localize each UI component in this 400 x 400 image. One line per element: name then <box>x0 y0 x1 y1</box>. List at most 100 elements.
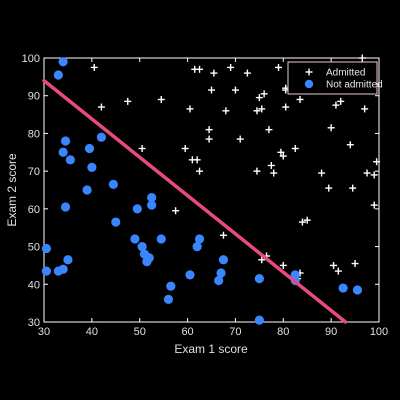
not-admitted-point <box>214 275 224 286</box>
x-tick-label: 70 <box>229 326 241 338</box>
decision-boundary-line <box>42 78 348 324</box>
not-admitted-point <box>137 241 147 252</box>
not-admitted-point <box>58 57 68 67</box>
not-admitted-point <box>84 143 95 154</box>
admitted-point <box>330 261 338 269</box>
not-admitted-point <box>132 204 142 214</box>
plot-area-frame <box>43 57 380 323</box>
admitted-point <box>253 167 261 175</box>
admitted-point <box>318 169 326 177</box>
admitted-point <box>186 105 194 113</box>
admitted-point <box>196 167 204 175</box>
admitted-point <box>373 158 381 166</box>
x-axis-label: Exam 1 score <box>174 342 248 356</box>
admitted-point <box>358 54 366 62</box>
not-admitted-point <box>185 270 195 280</box>
admitted-point <box>279 261 287 269</box>
admitted-point <box>124 97 132 105</box>
admitted-point <box>138 145 146 153</box>
not-admitted-point <box>53 70 63 80</box>
admitted-point <box>193 156 201 164</box>
admitted-point <box>219 231 227 239</box>
admitted-point <box>196 65 204 73</box>
admitted-point <box>275 63 282 71</box>
x-tick-label: 30 <box>38 326 50 338</box>
not-admitted-point <box>60 202 71 212</box>
admitted-point <box>222 107 230 115</box>
series-admitted <box>90 54 381 283</box>
not-admitted-point <box>60 136 71 146</box>
admitted-point <box>90 63 98 71</box>
y-axis-label: Exam 2 score <box>5 153 19 227</box>
not-admitted-point <box>144 253 154 263</box>
admitted-point <box>236 135 244 143</box>
admitted-point <box>279 152 287 160</box>
x-tick-label: 50 <box>134 326 146 338</box>
admitted-point <box>349 184 357 192</box>
not-admitted-point <box>147 192 157 203</box>
admitted-point <box>205 135 213 143</box>
legend-marker-not-admitted <box>304 79 314 89</box>
not-admitted-point <box>338 283 348 293</box>
admitted-point <box>253 107 261 115</box>
admitted-point <box>97 103 105 111</box>
admitted-point <box>258 256 266 264</box>
not-admitted-point <box>254 274 264 284</box>
admitted-point <box>291 145 299 153</box>
admitted-point <box>227 63 235 71</box>
y-axis-ticks: 30 40 50 60 70 80 90 100 <box>22 53 379 329</box>
admitted-point <box>332 101 340 109</box>
x-tick-label: 80 <box>277 326 289 338</box>
admitted-point <box>255 94 263 102</box>
not-admitted-point <box>63 255 73 265</box>
not-admitted-point <box>65 155 75 165</box>
admitted-point <box>267 161 275 169</box>
admitted-point <box>270 169 278 177</box>
y-tick-label: 100 <box>22 53 40 65</box>
admitted-point <box>370 171 378 179</box>
admitted-point <box>243 69 251 77</box>
not-admitted-point <box>41 266 51 276</box>
not-admitted-point <box>216 268 226 278</box>
not-admitted-point <box>218 255 229 265</box>
admitted-point <box>265 126 273 134</box>
not-admitted-point <box>192 241 202 252</box>
not-admitted-point <box>352 285 363 295</box>
admitted-point <box>346 141 354 149</box>
y-tick-label: 70 <box>28 166 40 178</box>
x-tick-label: 40 <box>86 326 98 338</box>
y-tick-label: 60 <box>28 204 40 216</box>
not-admitted-point <box>166 281 176 291</box>
not-admitted-point <box>58 147 68 157</box>
not-admitted-point <box>147 200 157 210</box>
admitted-point <box>208 86 215 94</box>
not-admitted-point <box>163 294 174 304</box>
legend-box <box>287 61 378 95</box>
not-admitted-point <box>156 234 166 244</box>
legend: Admitted Not admitted <box>287 61 383 95</box>
admitted-point <box>210 69 218 77</box>
admitted-point <box>370 201 378 209</box>
admitted-point <box>298 218 306 226</box>
admitted-point <box>282 103 290 111</box>
admitted-point <box>260 90 268 98</box>
legend-label-not-admitted: Not admitted <box>326 80 383 91</box>
not-admitted-point <box>130 234 140 244</box>
admitted-point <box>334 267 342 275</box>
not-admitted-point <box>96 132 107 142</box>
not-admitted-point <box>58 264 68 274</box>
not-admitted-point <box>108 179 118 189</box>
x-tick-label: 100 <box>370 326 388 338</box>
admitted-point <box>337 97 345 105</box>
admitted-point <box>172 207 180 215</box>
not-admitted-point <box>254 315 264 325</box>
admitted-point <box>205 126 213 134</box>
y-tick-label: 40 <box>28 279 40 291</box>
legend-marker-admitted <box>305 68 313 76</box>
y-tick-label: 30 <box>28 317 40 329</box>
admitted-point <box>303 216 311 224</box>
not-admitted-point <box>41 243 51 254</box>
admitted-point <box>351 260 359 268</box>
y-tick-label: 80 <box>28 128 40 140</box>
